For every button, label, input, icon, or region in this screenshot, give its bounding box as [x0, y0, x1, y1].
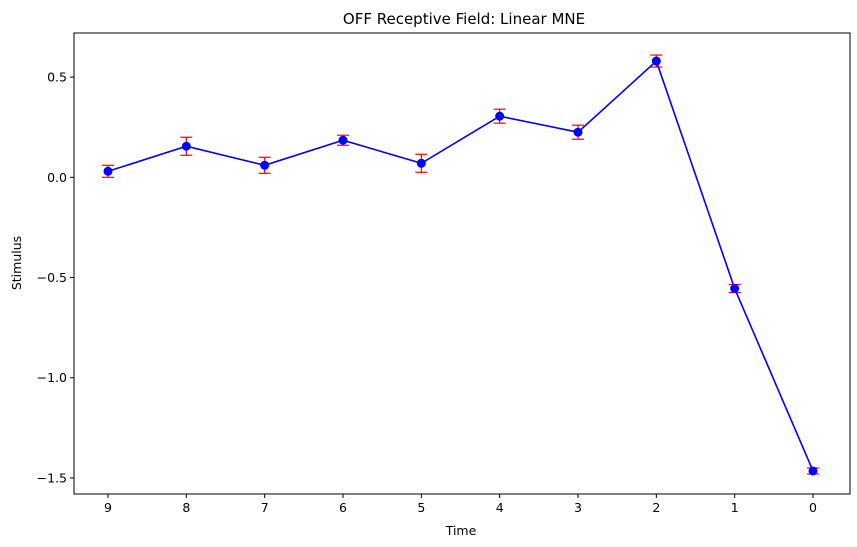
plot-area-frame [73, 32, 851, 495]
y-axis: 0.5 0.0 −0.5 −1.0 −1.5 [37, 70, 74, 485]
data-point [495, 111, 505, 121]
x-tick-label: 4 [496, 500, 504, 515]
data-point [416, 158, 426, 168]
x-tick-label: 5 [417, 500, 425, 515]
error-bars [102, 54, 819, 475]
y-axis-label: Stimulus [9, 236, 24, 290]
x-tick-label: 7 [261, 500, 269, 515]
chart-title: OFF Receptive Field: Linear MNE [343, 10, 585, 28]
data-point [651, 56, 661, 66]
series-line [107, 59, 814, 472]
data-point [338, 135, 348, 145]
data-point [181, 141, 191, 151]
series-line-group [107, 59, 814, 472]
y-tick-label: −0.5 [37, 270, 67, 285]
x-tick-label: 0 [809, 500, 817, 515]
data-point [103, 166, 113, 176]
x-axis: 9 8 7 6 5 4 3 2 1 0 [104, 494, 817, 515]
x-tick-label: 6 [339, 500, 347, 515]
data-points [103, 56, 818, 476]
y-tick-label: 0.0 [47, 170, 67, 185]
x-tick-label: 2 [652, 500, 660, 515]
data-point [730, 284, 740, 294]
data-point [808, 466, 818, 476]
x-tick-label: 9 [104, 500, 112, 515]
y-tick-label: −1.5 [37, 470, 67, 485]
x-tick-label: 3 [574, 500, 582, 515]
x-tick-label: 8 [182, 500, 190, 515]
x-axis-label: Time [445, 523, 477, 538]
data-point [573, 127, 583, 137]
y-tick-label: 0.5 [47, 70, 67, 85]
y-tick-label: −1.0 [37, 370, 67, 385]
x-tick-label: 1 [731, 500, 739, 515]
data-point [260, 160, 270, 170]
